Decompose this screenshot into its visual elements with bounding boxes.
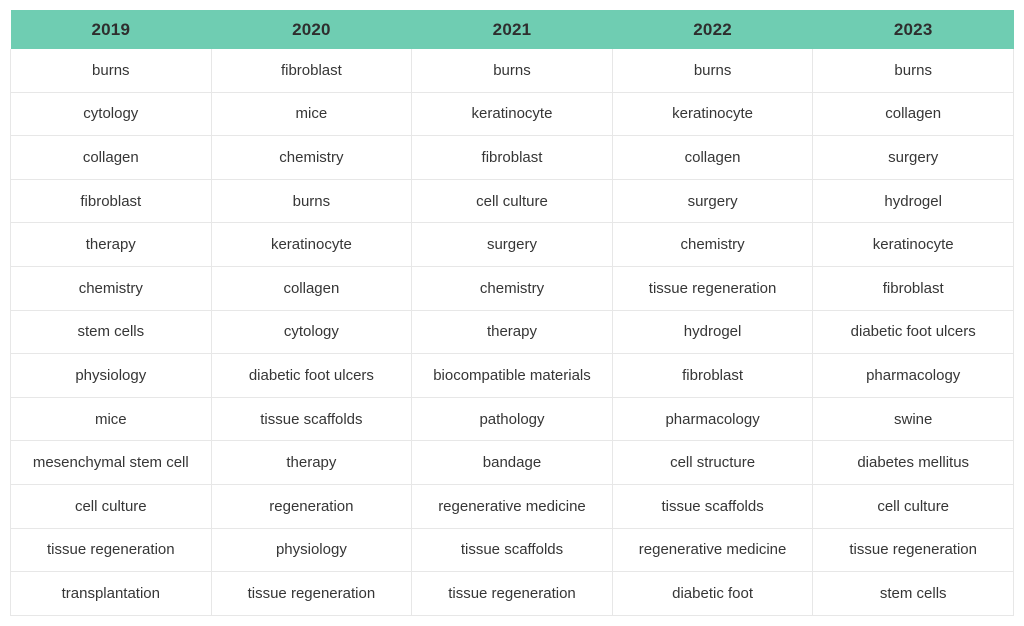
table-cell: surgery	[411, 222, 613, 267]
table-row: cytology mice keratinocyte keratinocyte coll…	[10, 91, 1014, 137]
table-cell: fibroblast	[411, 135, 613, 180]
table-cell: mesenchymal stem cell	[10, 440, 212, 485]
table-cell: collagen	[210, 265, 413, 311]
col-header-2021: 2021	[411, 10, 613, 49]
table-row: stem cells cytology therapy hydrogel diabeti…	[10, 309, 1014, 355]
table-row: collagen chemistry fibroblast collagen surge…	[10, 135, 1014, 180]
table-row: chemistry collagen chemistry tissue regener…	[10, 265, 1014, 311]
table-cell: cytology	[210, 309, 413, 355]
col-header-2022: 2022	[612, 10, 813, 49]
table-cell: chemistry	[210, 135, 413, 180]
table-cell: burns	[210, 178, 413, 224]
table-cell: fibroblast	[210, 49, 413, 93]
table-row: therapy keratinocyte surgery chemistry kerat…	[10, 222, 1014, 267]
table-cell: tissue scaffolds	[411, 527, 613, 573]
table-cell: biocompatible materials	[411, 353, 613, 398]
table-cell: diabetic foot	[611, 571, 814, 616]
table-cell: tissue regeneration	[411, 571, 613, 616]
table-cell: cell culture	[411, 178, 613, 224]
table-cell: pharmacology	[611, 396, 814, 442]
table-cell: burns	[611, 49, 814, 93]
table-cell: keratinocyte	[210, 222, 413, 267]
table-header: 2019 2020 2021 2022 2023	[10, 10, 1014, 49]
table-row: tissue regeneration physiology tissue scaf…	[10, 527, 1014, 573]
table-cell: hydrogel	[812, 178, 1014, 224]
table-row: physiology diabetic foot ulcers biocompati…	[10, 353, 1014, 398]
table-cell: regenerative medicine	[611, 527, 814, 573]
table-cell: diabetes mellitus	[812, 440, 1014, 485]
table-body: burns fibroblast burns burns burns cytology mi…	[10, 49, 1014, 616]
table-cell: transplantation	[10, 571, 212, 616]
table-cell: cell culture	[812, 483, 1014, 529]
table-cell: physiology	[10, 353, 212, 398]
table-cell: keratinocyte	[411, 91, 613, 137]
col-header-2023: 2023	[812, 10, 1014, 49]
col-header-2019: 2019	[10, 10, 212, 49]
table-cell: fibroblast	[10, 178, 212, 224]
table-cell: therapy	[411, 309, 613, 355]
table-cell: diabetic foot ulcers	[812, 309, 1014, 355]
table-cell: physiology	[210, 527, 413, 573]
table-cell: chemistry	[611, 222, 814, 267]
table-cell: surgery	[611, 178, 814, 224]
table-cell: swine	[812, 396, 1014, 442]
table-cell: cytology	[10, 91, 212, 137]
table-cell: therapy	[210, 440, 413, 485]
table-cell: collagen	[10, 135, 212, 180]
table-cell: keratinocyte	[611, 91, 814, 137]
table-cell: collagen	[611, 135, 814, 180]
table-cell: cell culture	[10, 483, 212, 529]
table-cell: chemistry	[411, 265, 613, 311]
table-cell: burns	[411, 49, 613, 93]
keywords-by-year-table: 2019 2020 2021 2022 2023 burns fibroblast burn…	[10, 10, 1014, 616]
table-cell: mice	[210, 91, 413, 137]
table-cell: cell structure	[611, 440, 814, 485]
table-cell: tissue regeneration	[10, 527, 212, 573]
table-cell: stem cells	[812, 571, 1014, 616]
header-row: 2019 2020 2021 2022 2023	[10, 10, 1014, 49]
table-cell: tissue regeneration	[812, 527, 1014, 573]
table-cell: fibroblast	[812, 265, 1014, 311]
table-cell: regenerative medicine	[411, 483, 613, 529]
table-cell: chemistry	[10, 265, 212, 311]
table-row: cell culture regeneration regenerative med…	[10, 483, 1014, 529]
table-cell: regeneration	[210, 483, 413, 529]
col-header-2020: 2020	[211, 10, 412, 49]
table-cell: stem cells	[10, 309, 212, 355]
table-row: mice tissue scaffolds pathology pharmacolog…	[10, 396, 1014, 442]
table-row: burns fibroblast burns burns burns	[10, 49, 1014, 93]
table-cell: surgery	[812, 135, 1014, 180]
table-cell: therapy	[10, 222, 212, 267]
table-row: mesenchymal stem cell therapy bandage cell …	[10, 440, 1014, 485]
table-cell: collagen	[812, 91, 1014, 137]
table-cell: burns	[812, 49, 1014, 93]
table-row: fibroblast burns cell culture surgery hydrog…	[10, 178, 1014, 224]
table-cell: pathology	[411, 396, 613, 442]
table-row: transplantation tissue regeneration tissue…	[10, 571, 1014, 616]
table-cell: tissue scaffolds	[611, 483, 814, 529]
table-cell: tissue regeneration	[210, 571, 413, 616]
table-cell: bandage	[411, 440, 613, 485]
table-cell: tissue scaffolds	[210, 396, 413, 442]
table-cell: pharmacology	[812, 353, 1014, 398]
table-cell: fibroblast	[611, 353, 814, 398]
keywords-table: 2019 2020 2021 2022 2023 burns fibroblast burn…	[10, 10, 1014, 616]
table-cell: diabetic foot ulcers	[210, 353, 413, 398]
table-cell: mice	[10, 396, 212, 442]
table-cell: hydrogel	[611, 309, 814, 355]
table-cell: keratinocyte	[812, 222, 1014, 267]
table-cell: burns	[10, 49, 212, 93]
table-cell: tissue regeneration	[611, 265, 814, 311]
